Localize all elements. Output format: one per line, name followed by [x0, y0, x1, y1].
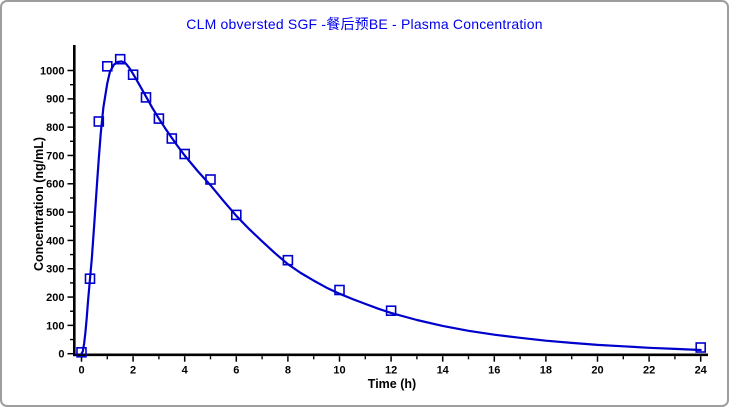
x-tick-label: 6 — [233, 365, 239, 377]
observed-point-marker — [140, 92, 152, 103]
observed-point-marker — [282, 254, 294, 266]
y-tick-label: 900 — [46, 94, 64, 106]
x-tick-label: 10 — [333, 365, 345, 377]
x-tick-label: 0 — [78, 365, 84, 377]
observed-point-marker — [179, 148, 190, 160]
y-tick-label: 100 — [46, 320, 64, 332]
y-tick-label: 400 — [46, 235, 64, 247]
observed-point-marker — [334, 284, 345, 296]
x-tick-label: 4 — [182, 365, 189, 377]
y-tick-label: 0 — [58, 349, 64, 361]
y-tick-label: 700 — [46, 150, 64, 162]
x-tick-label: 22 — [643, 365, 655, 377]
observed-point-marker — [84, 273, 96, 285]
x-axis-title: Time (h) — [367, 377, 417, 391]
x-tick-label: 20 — [591, 365, 603, 377]
observed-point-marker — [231, 209, 242, 221]
y-tick-label: 500 — [46, 207, 64, 219]
observed-point-marker — [127, 69, 139, 80]
observed-point-marker — [76, 346, 87, 358]
x-tick-label: 14 — [437, 365, 450, 377]
observed-point-marker — [102, 60, 113, 72]
x-tick-label: 24 — [695, 365, 708, 377]
observed-point-marker — [695, 342, 707, 353]
y-tick-label: 800 — [46, 122, 64, 134]
observed-point-marker — [166, 133, 178, 144]
x-tick-label: 8 — [285, 365, 291, 377]
x-tick-label: 2 — [130, 365, 136, 377]
x-tick-label: 12 — [385, 365, 397, 377]
y-tick-label: 600 — [46, 179, 64, 191]
x-tick-label: 16 — [488, 365, 500, 377]
observed-point-marker — [385, 305, 397, 317]
fitted-curve-line — [80, 60, 702, 355]
observed-point-marker — [93, 116, 105, 127]
y-tick-label: 300 — [46, 264, 64, 276]
observed-point-marker — [114, 53, 126, 65]
observed-point-marker — [153, 113, 165, 124]
x-tick-label: 18 — [540, 365, 552, 377]
y-tick-label: 1000 — [40, 65, 64, 77]
chart-title: CLM obversted SGF -餐后预BE - Plasma Concen… — [186, 16, 543, 32]
y-tick-label: 200 — [46, 292, 64, 304]
observed-point-marker — [205, 174, 216, 185]
